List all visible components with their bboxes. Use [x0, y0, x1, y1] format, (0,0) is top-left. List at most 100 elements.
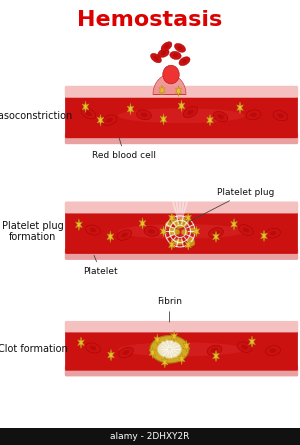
Ellipse shape: [117, 230, 132, 240]
Polygon shape: [176, 85, 182, 97]
Ellipse shape: [213, 231, 219, 235]
Ellipse shape: [208, 228, 224, 238]
Polygon shape: [249, 336, 255, 348]
Ellipse shape: [90, 228, 96, 232]
Ellipse shape: [211, 348, 218, 352]
Ellipse shape: [250, 113, 257, 117]
Ellipse shape: [181, 229, 188, 235]
Polygon shape: [159, 85, 165, 95]
Ellipse shape: [85, 225, 100, 235]
Ellipse shape: [118, 108, 245, 123]
Ellipse shape: [185, 222, 190, 227]
Ellipse shape: [148, 229, 155, 234]
Ellipse shape: [161, 51, 166, 55]
Bar: [0, 428, 300, 445]
Text: Platelet: Platelet: [83, 255, 118, 276]
Ellipse shape: [237, 342, 252, 352]
Ellipse shape: [217, 114, 224, 119]
Text: Fibrin: Fibrin: [157, 297, 182, 322]
Ellipse shape: [188, 238, 194, 243]
Ellipse shape: [266, 346, 280, 356]
Ellipse shape: [266, 228, 280, 238]
Ellipse shape: [169, 227, 176, 233]
Polygon shape: [127, 103, 134, 115]
Polygon shape: [185, 239, 191, 250]
Polygon shape: [213, 231, 219, 243]
FancyBboxPatch shape: [65, 248, 298, 260]
Ellipse shape: [182, 221, 188, 227]
Ellipse shape: [106, 118, 113, 122]
Ellipse shape: [118, 224, 245, 239]
FancyBboxPatch shape: [65, 328, 298, 371]
Polygon shape: [194, 226, 200, 237]
Ellipse shape: [141, 113, 147, 117]
Polygon shape: [154, 334, 161, 346]
Ellipse shape: [243, 228, 249, 232]
Ellipse shape: [173, 239, 180, 245]
Ellipse shape: [85, 111, 92, 116]
Ellipse shape: [213, 111, 228, 122]
Ellipse shape: [161, 42, 172, 51]
Polygon shape: [171, 331, 178, 342]
Ellipse shape: [175, 223, 181, 229]
Ellipse shape: [163, 65, 179, 84]
Polygon shape: [82, 101, 89, 113]
Text: Red blood cell: Red blood cell: [92, 138, 157, 160]
Polygon shape: [108, 349, 114, 361]
Ellipse shape: [277, 113, 284, 118]
Polygon shape: [185, 213, 191, 223]
Ellipse shape: [177, 222, 184, 228]
Text: alamy - 2DHXY2R: alamy - 2DHXY2R: [110, 432, 190, 441]
Polygon shape: [178, 100, 185, 112]
Polygon shape: [76, 219, 82, 231]
Ellipse shape: [182, 59, 187, 63]
FancyBboxPatch shape: [65, 86, 298, 98]
Ellipse shape: [173, 220, 180, 226]
Polygon shape: [153, 75, 186, 94]
Ellipse shape: [158, 340, 182, 358]
Ellipse shape: [170, 51, 181, 60]
Ellipse shape: [118, 342, 245, 356]
FancyBboxPatch shape: [65, 132, 298, 144]
Ellipse shape: [85, 343, 100, 353]
Ellipse shape: [102, 115, 117, 125]
Ellipse shape: [136, 110, 152, 120]
Ellipse shape: [188, 240, 195, 246]
Ellipse shape: [170, 229, 177, 235]
Text: Platelet plug: Platelet plug: [190, 188, 275, 221]
Polygon shape: [169, 213, 175, 223]
Ellipse shape: [118, 347, 134, 358]
Ellipse shape: [171, 224, 177, 230]
Ellipse shape: [121, 233, 128, 237]
Polygon shape: [213, 350, 219, 362]
Polygon shape: [97, 114, 104, 126]
FancyBboxPatch shape: [65, 365, 298, 376]
Ellipse shape: [183, 107, 198, 117]
Ellipse shape: [164, 44, 169, 49]
Polygon shape: [183, 340, 190, 352]
Ellipse shape: [150, 336, 189, 363]
Ellipse shape: [154, 56, 158, 60]
Ellipse shape: [270, 348, 276, 353]
Text: Platelet plug
formation: Platelet plug formation: [2, 221, 64, 242]
Ellipse shape: [151, 53, 161, 63]
Ellipse shape: [123, 350, 129, 355]
Ellipse shape: [169, 229, 175, 235]
Ellipse shape: [270, 231, 276, 235]
FancyBboxPatch shape: [65, 321, 298, 332]
Ellipse shape: [81, 108, 96, 119]
Ellipse shape: [238, 225, 253, 235]
FancyBboxPatch shape: [65, 209, 298, 254]
Polygon shape: [231, 218, 237, 230]
Ellipse shape: [207, 345, 222, 355]
Polygon shape: [261, 230, 267, 242]
Polygon shape: [207, 114, 213, 126]
Polygon shape: [139, 218, 146, 229]
Ellipse shape: [187, 109, 194, 115]
Ellipse shape: [173, 229, 180, 235]
Ellipse shape: [190, 227, 196, 233]
Ellipse shape: [246, 110, 261, 120]
Ellipse shape: [165, 222, 172, 227]
Ellipse shape: [158, 49, 169, 57]
Ellipse shape: [179, 217, 186, 223]
